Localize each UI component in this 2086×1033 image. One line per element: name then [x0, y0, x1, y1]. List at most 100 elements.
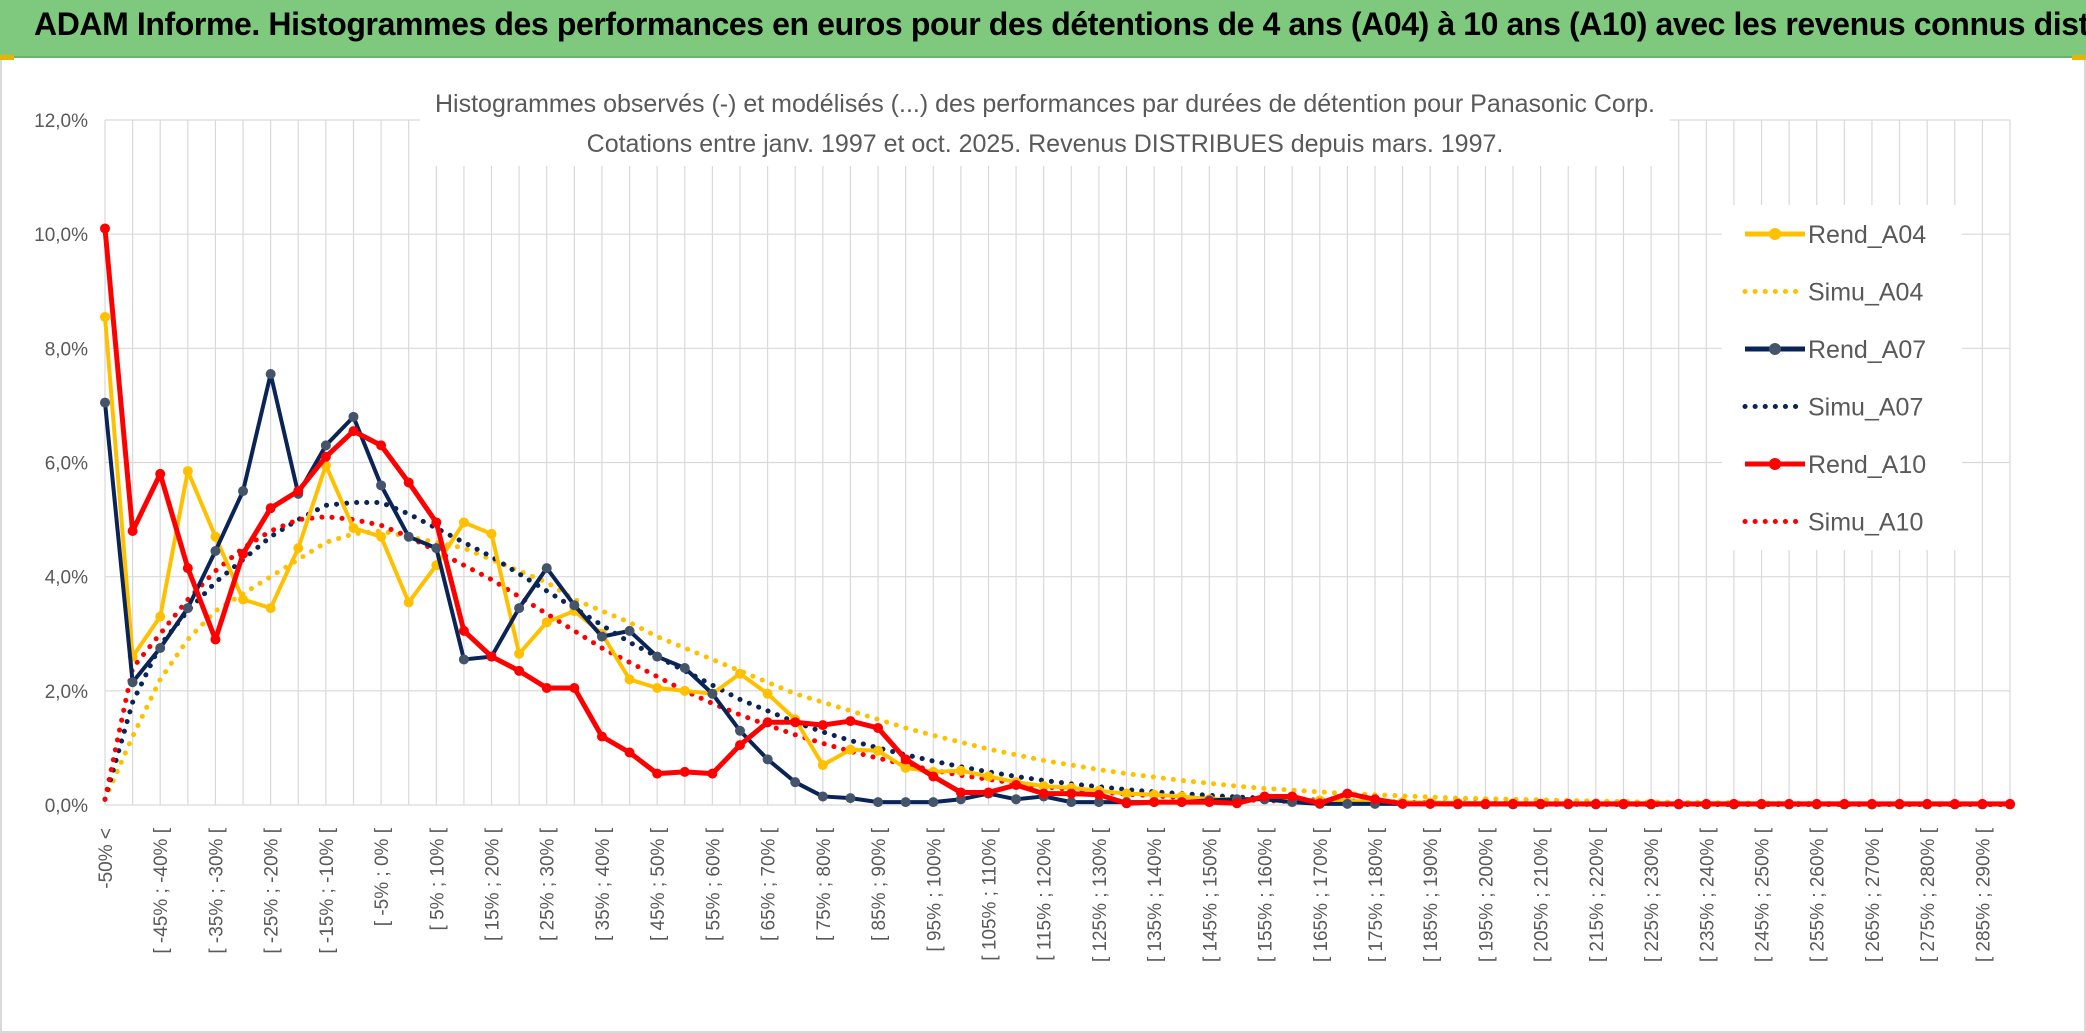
data-point-rend-a10 [624, 747, 635, 758]
legend: Rend_A04 Simu_A04 Rend_A07 Simu_A07 Rend_A10… [1722, 205, 1962, 550]
data-point-rend-a10 [900, 754, 911, 765]
data-point-rend-a10 [431, 517, 442, 528]
x-tick-label: [ 165% ; 170% [ [1311, 827, 1332, 962]
legend-marker [1769, 343, 1781, 355]
data-point-rend-a07 [155, 643, 166, 654]
x-tick-label: [ -25% ; -20% [ [262, 827, 283, 953]
data-point-rend-a10 [1535, 798, 1546, 809]
legend-marker [1769, 458, 1781, 470]
data-point-rend-a10 [1480, 798, 1491, 809]
y-tick-label: 2,0% [45, 682, 88, 703]
data-point-rend-a10 [100, 223, 110, 234]
legend-background [1722, 205, 1962, 550]
data-point-rend-a04 [845, 744, 856, 755]
data-point-rend-a10 [569, 682, 580, 693]
data-point-rend-a10 [541, 682, 552, 693]
data-point-rend-a10 [1397, 798, 1408, 809]
x-tick-label: [ 255% ; 260% [ [1808, 827, 1829, 962]
data-point-rend-a10 [1866, 798, 1877, 809]
data-point-rend-a04 [762, 688, 773, 699]
x-tick-label: [ 235% ; 240% [ [1697, 827, 1718, 962]
series-line-simu-a04 [102, 528, 2013, 807]
x-tick-label: [ 75% ; 80% [ [814, 827, 835, 941]
data-point-rend-a10 [1811, 798, 1822, 809]
x-tick-label: [ 145% ; 150% [ [1200, 827, 1221, 962]
data-point-rend-a07 [900, 797, 911, 808]
data-point-rend-a04 [514, 648, 525, 659]
series-line-simu-a07 [102, 499, 2013, 807]
data-point-rend-a04 [486, 528, 497, 539]
data-point-rend-a07 [928, 797, 939, 808]
data-point-rend-a10 [1508, 798, 1519, 809]
data-point-rend-a10 [1314, 798, 1325, 809]
data-point-rend-a10 [210, 634, 221, 645]
header-banner: ADAM Informe. Histogrammes des performan… [0, 0, 2086, 58]
data-point-rend-a10 [1425, 798, 1436, 809]
x-tick-label: [ 25% ; 30% [ [538, 827, 559, 941]
data-point-rend-a07 [320, 440, 331, 451]
x-tick-label: [ 215% ; 220% [ [1587, 827, 1608, 962]
data-point-rend-a10 [1894, 798, 1905, 809]
legend-label: Rend_A07 [1808, 336, 1926, 364]
data-point-rend-a07 [348, 411, 359, 422]
x-tick-label: [ 175% ; 180% [ [1366, 827, 1387, 962]
x-tick-label: [ 85% ; 90% [ [869, 827, 890, 941]
data-point-rend-a07 [762, 754, 773, 765]
legend-label: Simu_A04 [1808, 279, 1923, 307]
data-point-rend-a07 [707, 688, 718, 699]
data-point-rend-a10 [403, 477, 414, 488]
data-point-rend-a04 [210, 531, 221, 542]
data-point-rend-a04 [265, 603, 276, 614]
data-point-rend-a10 [1342, 788, 1353, 799]
x-tick-label: [ 105% ; 110% [ [979, 827, 1000, 960]
y-tick-label: 12,0% [34, 111, 88, 132]
x-tick-label: [ 5% ; 10% [ [427, 827, 448, 930]
data-point-rend-a07 [790, 777, 801, 788]
data-point-rend-a07 [458, 654, 469, 665]
data-point-rend-a10 [376, 440, 387, 451]
data-point-rend-a10 [514, 665, 525, 676]
data-point-rend-a04 [238, 594, 249, 605]
legend-label: Simu_A07 [1808, 394, 1923, 422]
data-point-rend-a07 [873, 797, 884, 808]
corner-mark-right [2072, 55, 2086, 60]
data-point-rend-a07 [955, 794, 966, 805]
data-point-rend-a10 [1756, 798, 1767, 809]
data-point-rend-a10 [955, 787, 966, 798]
x-tick-label: [ 155% ; 160% [ [1256, 827, 1277, 962]
data-point-rend-a10 [817, 720, 828, 731]
data-point-rend-a04 [652, 682, 663, 693]
legend-marker [1769, 228, 1781, 240]
data-point-rend-a04 [348, 523, 359, 534]
data-point-rend-a10 [238, 548, 249, 559]
data-point-rend-a10 [1673, 798, 1684, 809]
data-point-rend-a10 [458, 625, 469, 636]
x-tick-label: [ 35% ; 40% [ [593, 827, 614, 941]
data-point-rend-a07 [238, 486, 249, 497]
data-point-rend-a07 [679, 663, 690, 673]
data-point-rend-a07 [431, 543, 442, 554]
series-line-rend-a10 [102, 228, 2010, 807]
data-point-rend-a07 [403, 531, 414, 542]
data-point-rend-a10 [652, 768, 663, 779]
report-title: ADAM Informe. Histogrammes des performan… [34, 6, 2086, 42]
data-point-rend-a07 [376, 480, 387, 491]
x-tick-label: [ 95% ; 100% [ [924, 827, 945, 951]
data-point-rend-a10 [1231, 798, 1242, 809]
x-tick-label: [ -15% ; -10% [ [317, 827, 338, 953]
y-tick-labels: 0,0% 2,0% 4,0% 6,0% 8,0% 10,0% 12,0% [34, 111, 88, 817]
data-point-rend-a07 [265, 369, 276, 380]
x-tick-label: [ 45% ; 50% [ [648, 827, 669, 941]
data-point-rend-a10 [486, 651, 497, 662]
data-point-rend-a04 [541, 617, 552, 628]
data-point-rend-a04 [955, 765, 966, 776]
data-point-rend-a04 [182, 466, 193, 477]
data-point-rend-a10 [790, 717, 801, 728]
x-tick-label: [ -45% ; -40% [ [151, 827, 172, 953]
y-tick-label: 4,0% [45, 568, 88, 589]
data-point-rend-a10 [1949, 798, 1960, 809]
data-point-rend-a07 [652, 651, 663, 662]
data-point-rend-a10 [127, 526, 138, 536]
data-point-rend-a10 [1784, 798, 1795, 809]
